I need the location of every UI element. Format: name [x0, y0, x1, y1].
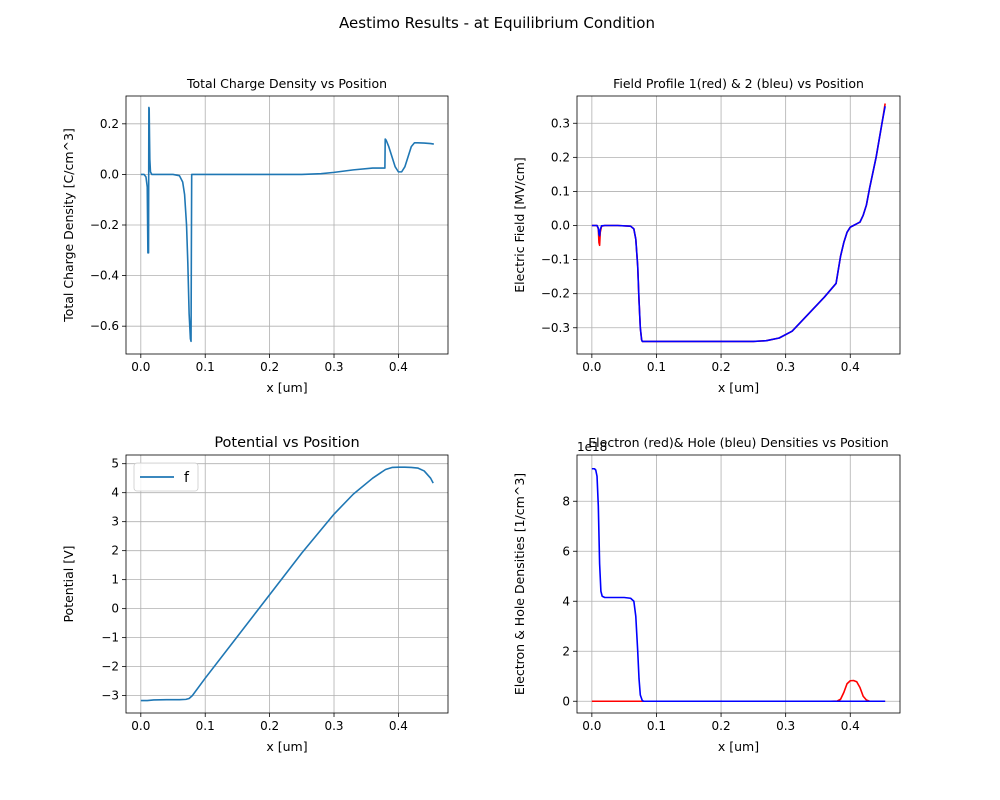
y-tick-label: −0.2 — [90, 218, 119, 232]
legend: f — [133, 462, 199, 492]
subplot-title: Field Profile 1(red) & 2 (bleu) vs Posit… — [613, 76, 864, 91]
subplot-2: 0.0 0.1 0.2 0.3 0.4 −0.3 −0.2 −0.1 0.0 0.1 0.2 0.3 F… — [512, 76, 901, 395]
y-tick-label: 2 — [562, 644, 570, 658]
y-axis-label: Total Charge Density [C/cm^3] — [61, 128, 76, 323]
legend-label: f — [184, 470, 190, 486]
subplot-title: Electron (red)& Hole (bleu) Densities vs… — [588, 435, 888, 450]
subplot-title: Potential vs Position — [214, 435, 359, 451]
y-tick-label: 2 — [111, 544, 119, 558]
series-line-1 — [140, 106, 434, 343]
y-axis-label: Electron & Hole Densities [1/cm^3] — [512, 473, 527, 695]
y-tick-label: 3 — [111, 515, 119, 529]
y-tick-label: −0.6 — [90, 319, 119, 333]
x-tick-label: 0.4 — [841, 719, 860, 733]
y-tick-label: 0.0 — [551, 219, 570, 233]
axes-frame — [576, 95, 901, 355]
x-tick-label: 0.1 — [196, 360, 215, 374]
x-tick-label: 0.0 — [582, 360, 601, 374]
y-tick-label: 1 — [111, 573, 119, 587]
y-tick-label: 0.1 — [551, 184, 570, 198]
series-line-1 — [140, 466, 434, 702]
axes-frame — [125, 454, 449, 714]
y-tick-label: −0.3 — [541, 321, 570, 335]
x-tick-label: 0.0 — [131, 719, 150, 733]
y-tick-label: −0.4 — [90, 269, 119, 283]
subplots-container: 0.0 0.1 0.2 0.3 0.4 −0.6 −0.4 −0.2 0.0 0.2 Total C… — [61, 76, 901, 754]
x-tick-label: 0.3 — [324, 719, 343, 733]
x-tick-label: 0.2 — [712, 360, 731, 374]
y-axis-label: Potential [V] — [61, 545, 76, 622]
x-tick-label: 0.0 — [131, 360, 150, 374]
x-axis-label: x [um] — [266, 739, 307, 754]
y-tick-label: 6 — [562, 544, 570, 558]
x-tick-label: 0.4 — [841, 360, 860, 374]
y-tick-label: −2 — [101, 660, 119, 674]
y-tick-label: 0.2 — [100, 117, 119, 131]
y-offset-label: 1e18 — [577, 440, 607, 454]
y-tick-label: 4 — [111, 486, 119, 500]
x-tick-label: 0.2 — [260, 719, 279, 733]
subplot-4: 0.0 0.1 0.2 0.3 0.4 0 2 4 6 8 Electron (red)& Hole… — [512, 435, 901, 754]
y-tick-label: −3 — [101, 689, 119, 703]
x-tick-label: 0.3 — [324, 360, 343, 374]
x-tick-label: 0.1 — [647, 719, 666, 733]
y-tick-label: 0.2 — [551, 150, 570, 164]
y-axis-label: Electric Field [MV/cm] — [512, 157, 527, 292]
y-tick-label: 5 — [111, 457, 119, 471]
figure-suptitle: Aestimo Results - at Equilibrium Conditi… — [339, 14, 655, 32]
y-tick-label: −1 — [101, 631, 119, 645]
y-tick-label: 0 — [111, 602, 119, 616]
subplot-3: 0.0 0.1 0.2 0.3 0.4 −3 −2 −1 0 1 2 3 4 5 Potential vs … — [61, 435, 449, 754]
y-tick-label: −0.1 — [541, 253, 570, 267]
x-axis-label: x [um] — [718, 739, 759, 754]
series-line-2 — [591, 467, 886, 703]
series-line-2 — [591, 106, 886, 343]
axes-frame — [576, 454, 901, 714]
x-axis-label: x [um] — [718, 380, 759, 395]
x-tick-label: 0.4 — [389, 360, 408, 374]
x-tick-label: 0.3 — [776, 360, 795, 374]
x-tick-label: 0.1 — [647, 360, 666, 374]
x-tick-label: 0.2 — [712, 719, 731, 733]
x-tick-label: 0.3 — [776, 719, 795, 733]
x-tick-label: 0.4 — [389, 719, 408, 733]
y-tick-label: 0.0 — [100, 167, 119, 181]
x-tick-label: 0.2 — [260, 360, 279, 374]
y-tick-label: 4 — [562, 594, 570, 608]
x-tick-label: 0.1 — [196, 719, 215, 733]
subplot-title: Total Charge Density vs Position — [186, 76, 387, 91]
x-tick-label: 0.0 — [582, 719, 601, 733]
x-axis-label: x [um] — [266, 380, 307, 395]
subplot-1: 0.0 0.1 0.2 0.3 0.4 −0.6 −0.4 −0.2 0.0 0.2 Total C… — [61, 76, 449, 395]
y-tick-label: 0 — [562, 694, 570, 708]
y-tick-label: 8 — [562, 494, 570, 508]
y-tick-label: 0.3 — [551, 116, 570, 130]
y-tick-label: −0.2 — [541, 287, 570, 301]
